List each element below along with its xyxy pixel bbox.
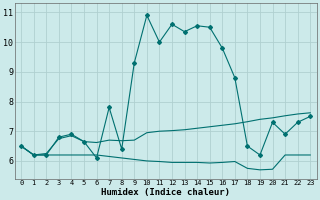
X-axis label: Humidex (Indice chaleur): Humidex (Indice chaleur) [101,188,230,197]
